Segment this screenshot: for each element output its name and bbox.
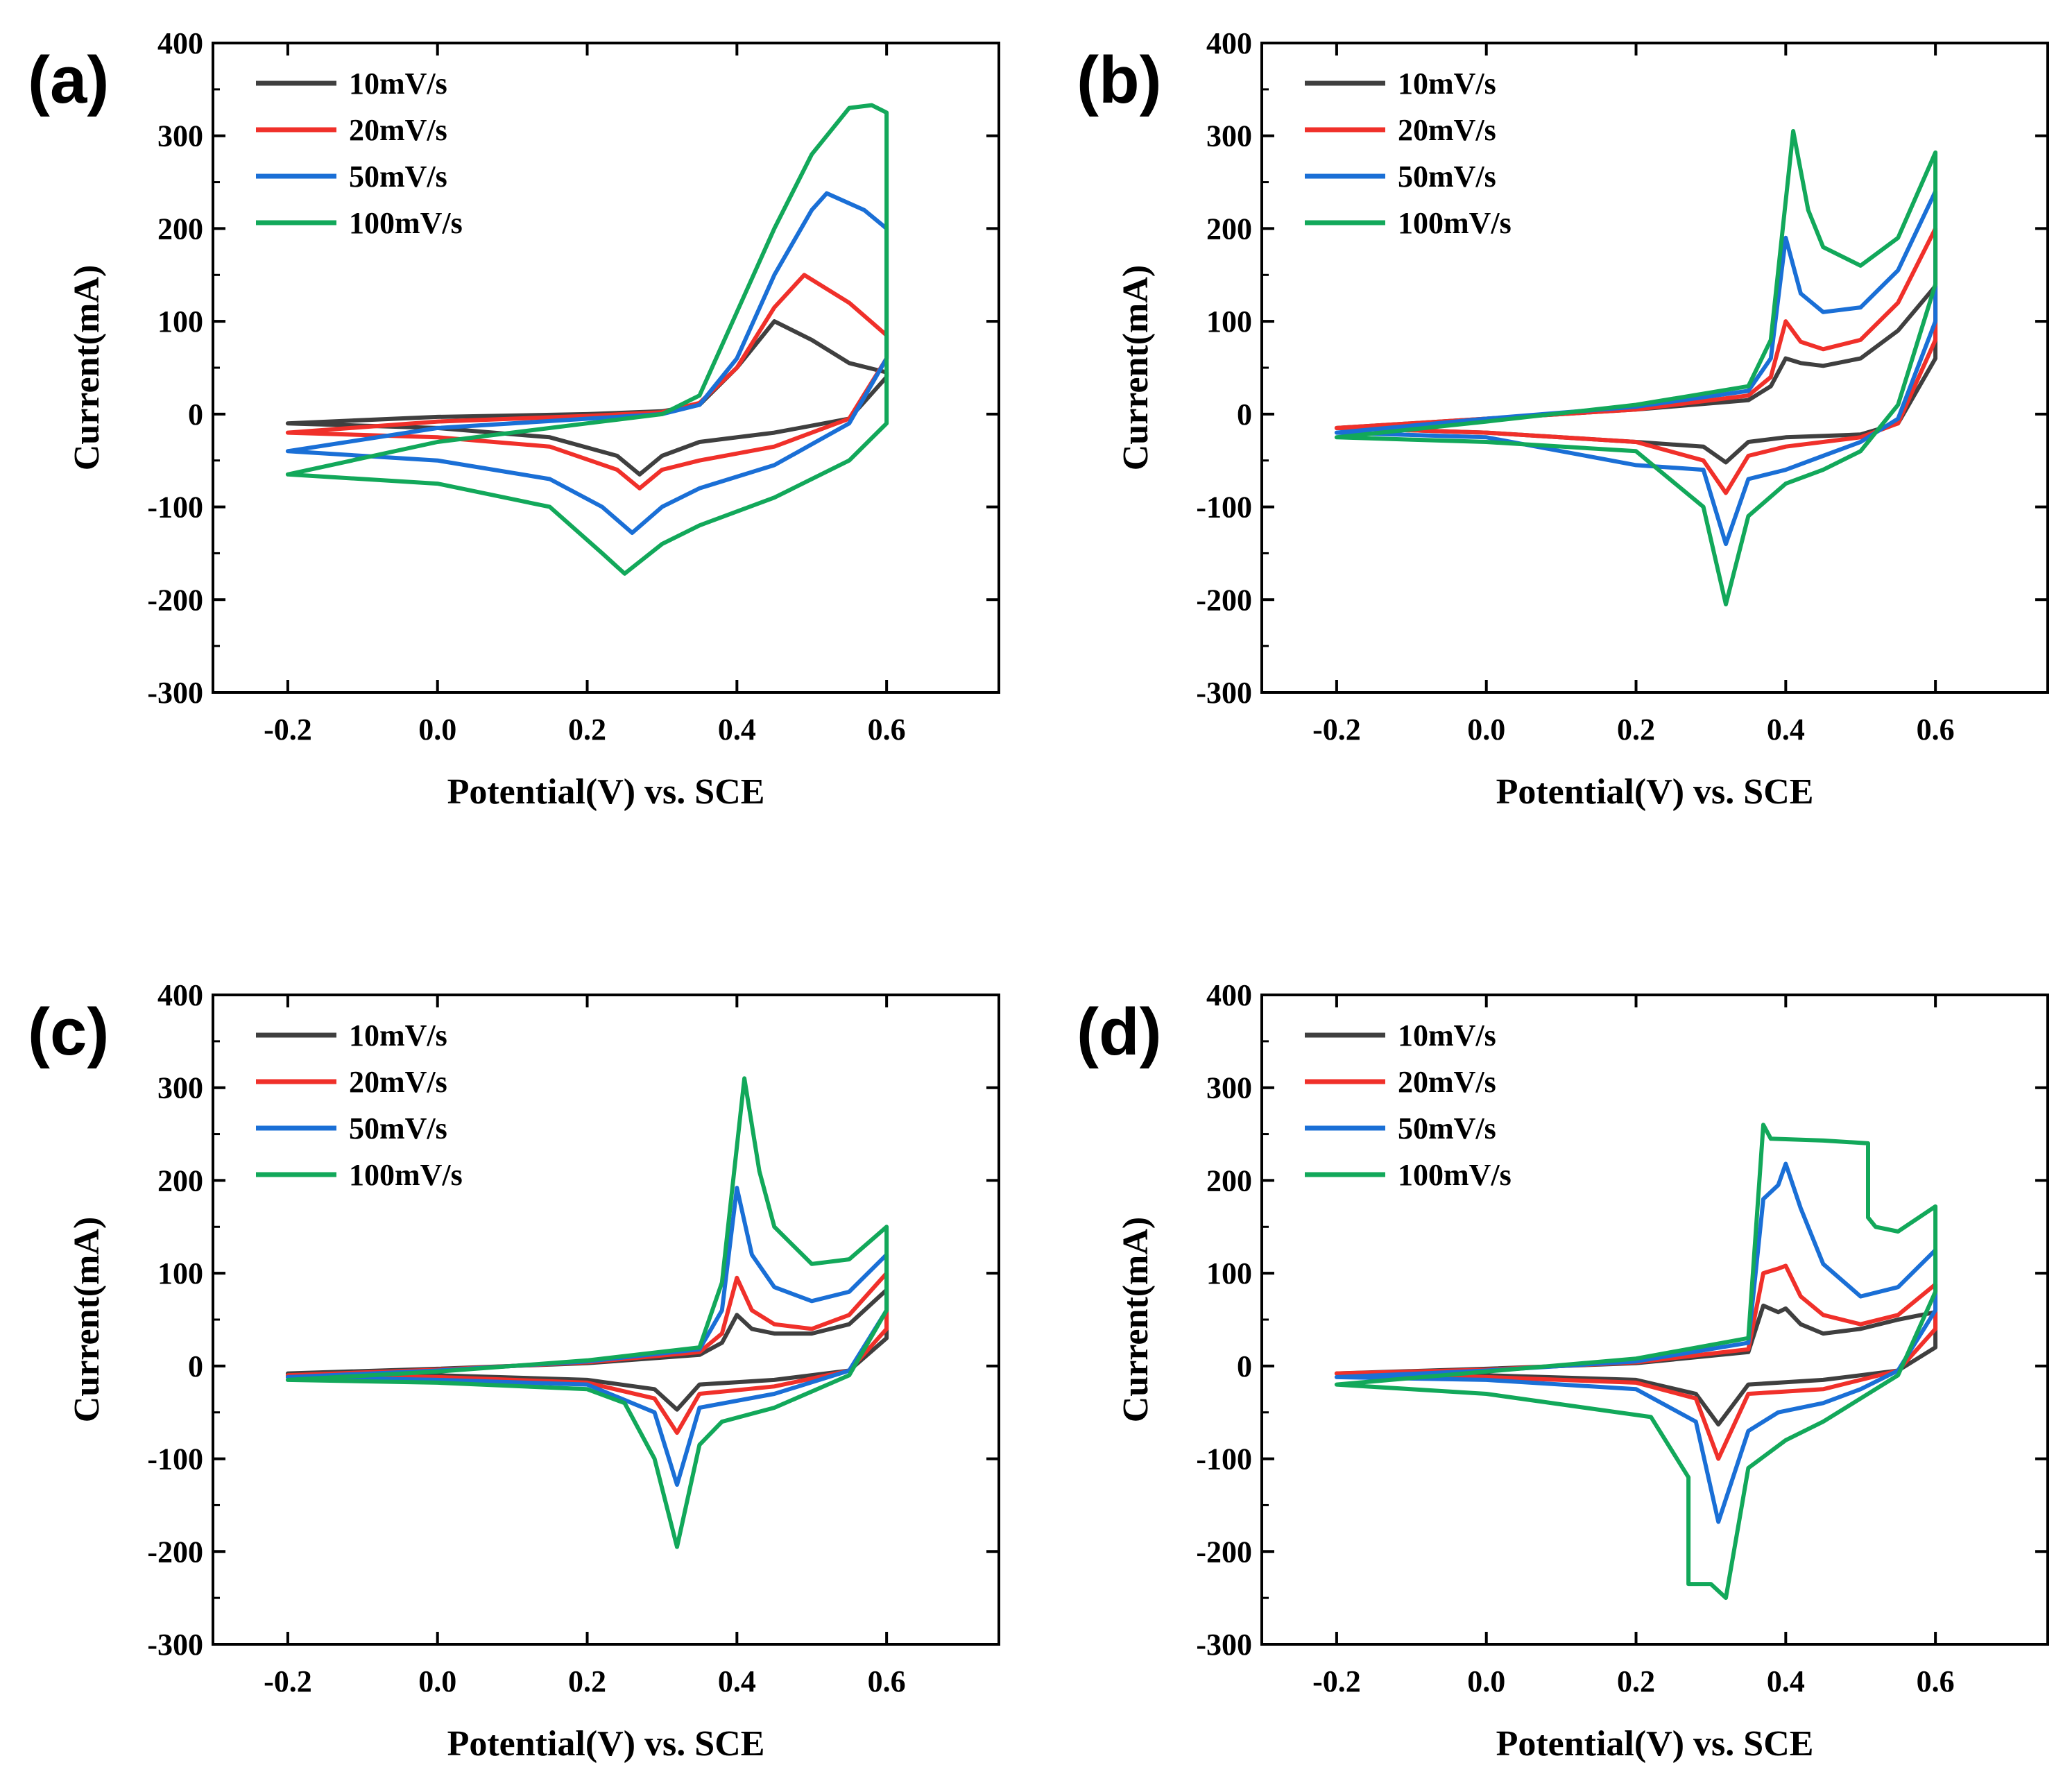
y-tick-label: 0	[188, 398, 203, 432]
legend-label: 20mV/s	[349, 1065, 447, 1099]
x-tick-label: 0.0	[1467, 1664, 1505, 1698]
y-tick-label: 300	[1206, 119, 1252, 153]
x-tick-label: 0.4	[1767, 713, 1805, 747]
legend-label: 50mV/s	[349, 1111, 447, 1145]
panel-d: (d) -0.2 0.0 0.2 0.4 0.6 400 300 200 100 0 -100 -20…	[1077, 978, 2049, 1764]
x-tick-label: 0.6	[1917, 1664, 1955, 1698]
series-line-100mv-per-s	[1334, 129, 1938, 606]
y-tick-label: 200	[157, 1164, 203, 1197]
x-tick-label: 0.2	[568, 713, 606, 747]
y-axis-title: Current(mA)	[67, 265, 107, 471]
y-tick-label: 100	[1206, 1256, 1252, 1290]
legend-label: 10mV/s	[1398, 1018, 1496, 1052]
series-line-100mv-per-s	[285, 1076, 889, 1549]
series-line-50mv-per-s	[1334, 1161, 1938, 1524]
series-line-20mv-per-s	[1334, 1263, 1938, 1461]
x-tick-label: -0.2	[264, 713, 312, 747]
x-tick-label: 0.2	[1617, 1664, 1655, 1698]
y-tick-label: -300	[147, 1628, 203, 1662]
panel-b-label: (b)	[1077, 43, 1162, 117]
panel-a: (a) -0.2 0.0 0.2 0.4 0.6 400 300 200 100 0 -100 -20…	[28, 26, 1000, 812]
panel-a-label: (a)	[28, 43, 109, 117]
panel-d-label: (d)	[1077, 995, 1162, 1069]
panel-b: (b) -0.2 0.0 0.2 0.4 0.6 400 300 200 100 0 -100 -20…	[1077, 26, 2049, 812]
x-tick-label: 0.0	[418, 1664, 456, 1698]
x-axis-title: Potential(V) vs. SCE	[447, 1724, 765, 1764]
x-axis-title: Potential(V) vs. SCE	[447, 772, 765, 812]
y-tick-label: 100	[157, 1256, 203, 1290]
series-line-10mv-per-s	[1334, 1303, 1938, 1427]
legend-label: 10mV/s	[1398, 67, 1496, 101]
y-tick-label: -100	[1196, 491, 1252, 525]
x-tick-label: -0.2	[264, 1664, 312, 1698]
x-tick-label: 0.2	[1617, 713, 1655, 747]
legend-label: 100mV/s	[349, 206, 463, 240]
legend-label: 10mV/s	[349, 67, 447, 101]
legend-label: 10mV/s	[349, 1018, 447, 1052]
x-tick-label: -0.2	[1312, 713, 1361, 747]
panel-c: (c) -0.2 0.0 0.2 0.4 0.6 400 300 200 100 0 -100 -20…	[28, 978, 1000, 1764]
x-tick-label: 0.6	[868, 1664, 906, 1698]
legend-label: 100mV/s	[1398, 206, 1512, 240]
y-tick-label: 400	[157, 978, 203, 1012]
y-tick-label: -300	[1196, 676, 1252, 710]
y-tick-label: 100	[157, 305, 203, 339]
series-line-20mv-per-s	[285, 1271, 889, 1435]
x-tick-label: -0.2	[1312, 1664, 1361, 1698]
legend-label: 20mV/s	[1398, 113, 1496, 147]
series-line-100mv-per-s	[285, 103, 889, 576]
y-tick-label: -200	[1196, 1535, 1252, 1569]
legend-label: 50mV/s	[1398, 160, 1496, 194]
y-tick-label: 0	[1237, 398, 1252, 432]
x-tick-label: 0.4	[718, 1664, 756, 1698]
y-tick-label: -100	[147, 491, 203, 525]
legend-label: 50mV/s	[349, 160, 447, 194]
x-tick-label: 0.0	[418, 713, 456, 747]
series-line-50mv-per-s	[1334, 189, 1938, 547]
x-axis-title: Potential(V) vs. SCE	[1496, 1724, 1814, 1764]
y-tick-label: -300	[147, 676, 203, 710]
y-tick-label: -200	[147, 583, 203, 617]
legend-label: 20mV/s	[349, 113, 447, 147]
y-tick-label: 400	[157, 26, 203, 60]
y-tick-label: -200	[1196, 583, 1252, 617]
x-tick-label: 0.2	[568, 1664, 606, 1698]
legend-label: 20mV/s	[1398, 1065, 1496, 1099]
y-axis-title: Current(mA)	[1116, 1217, 1156, 1423]
y-tick-label: 200	[1206, 1164, 1252, 1197]
x-tick-label: 0.0	[1467, 713, 1505, 747]
y-tick-label: -300	[1196, 1628, 1252, 1662]
legend-label: 100mV/s	[349, 1158, 463, 1192]
x-tick-label: 0.6	[868, 713, 906, 747]
y-tick-label: 300	[1206, 1071, 1252, 1105]
panel-c-label: (c)	[28, 995, 109, 1069]
y-tick-label: 200	[1206, 212, 1252, 246]
y-tick-label: -200	[147, 1535, 203, 1569]
x-axis-title: Potential(V) vs. SCE	[1496, 772, 1814, 812]
y-tick-label: 400	[1206, 978, 1252, 1012]
y-tick-label: 0	[1237, 1349, 1252, 1383]
series-line-50mv-per-s	[285, 1186, 889, 1487]
legend-label: 100mV/s	[1398, 1158, 1512, 1192]
y-tick-label: 200	[157, 212, 203, 246]
y-axis-title: Current(mA)	[1116, 265, 1156, 471]
y-tick-label: 300	[157, 119, 203, 153]
y-tick-label: 300	[157, 1071, 203, 1105]
series-line-100mv-per-s	[1334, 1123, 1938, 1601]
legend-label: 50mV/s	[1398, 1111, 1496, 1145]
y-tick-label: -100	[1196, 1442, 1252, 1476]
x-tick-label: 0.4	[1767, 1664, 1805, 1698]
x-tick-label: 0.6	[1917, 713, 1955, 747]
y-tick-label: 0	[188, 1349, 203, 1383]
y-tick-label: 100	[1206, 305, 1252, 339]
series-line-10mv-per-s	[285, 1288, 889, 1412]
y-tick-label: 400	[1206, 26, 1252, 60]
x-tick-label: 0.4	[718, 713, 756, 747]
y-tick-label: -100	[147, 1442, 203, 1476]
y-axis-title: Current(mA)	[67, 1217, 107, 1423]
